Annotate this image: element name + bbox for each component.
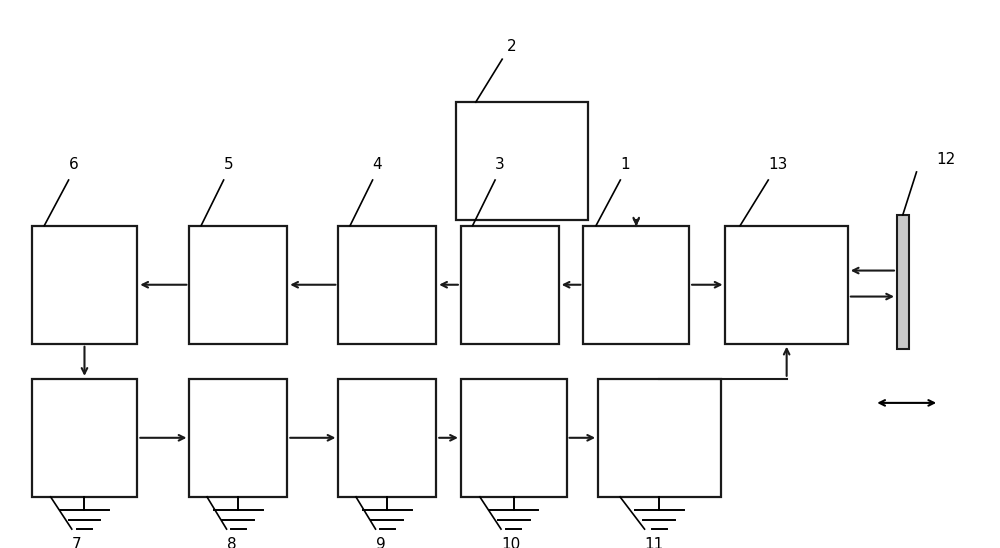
Text: 1: 1 bbox=[620, 157, 630, 172]
Text: 13: 13 bbox=[768, 157, 788, 172]
Bar bbox=[32, 226, 137, 344]
Text: 9: 9 bbox=[376, 537, 385, 548]
Bar bbox=[598, 379, 720, 497]
Bar bbox=[456, 102, 588, 220]
Bar bbox=[189, 379, 287, 497]
Text: 8: 8 bbox=[227, 537, 236, 548]
Text: 7: 7 bbox=[72, 537, 81, 548]
Text: 6: 6 bbox=[69, 157, 78, 172]
Bar bbox=[725, 226, 848, 344]
Text: 5: 5 bbox=[224, 157, 233, 172]
Text: 10: 10 bbox=[501, 537, 520, 548]
Text: 2: 2 bbox=[507, 39, 517, 54]
Bar bbox=[897, 215, 909, 349]
Text: 4: 4 bbox=[373, 157, 382, 172]
Text: 12: 12 bbox=[936, 152, 955, 167]
Text: 3: 3 bbox=[495, 157, 505, 172]
Bar bbox=[583, 226, 689, 344]
Bar bbox=[461, 226, 559, 344]
Bar bbox=[461, 379, 567, 497]
Bar bbox=[189, 226, 287, 344]
Bar bbox=[338, 379, 436, 497]
Text: 11: 11 bbox=[645, 537, 664, 548]
Bar bbox=[338, 226, 436, 344]
Bar bbox=[32, 379, 137, 497]
